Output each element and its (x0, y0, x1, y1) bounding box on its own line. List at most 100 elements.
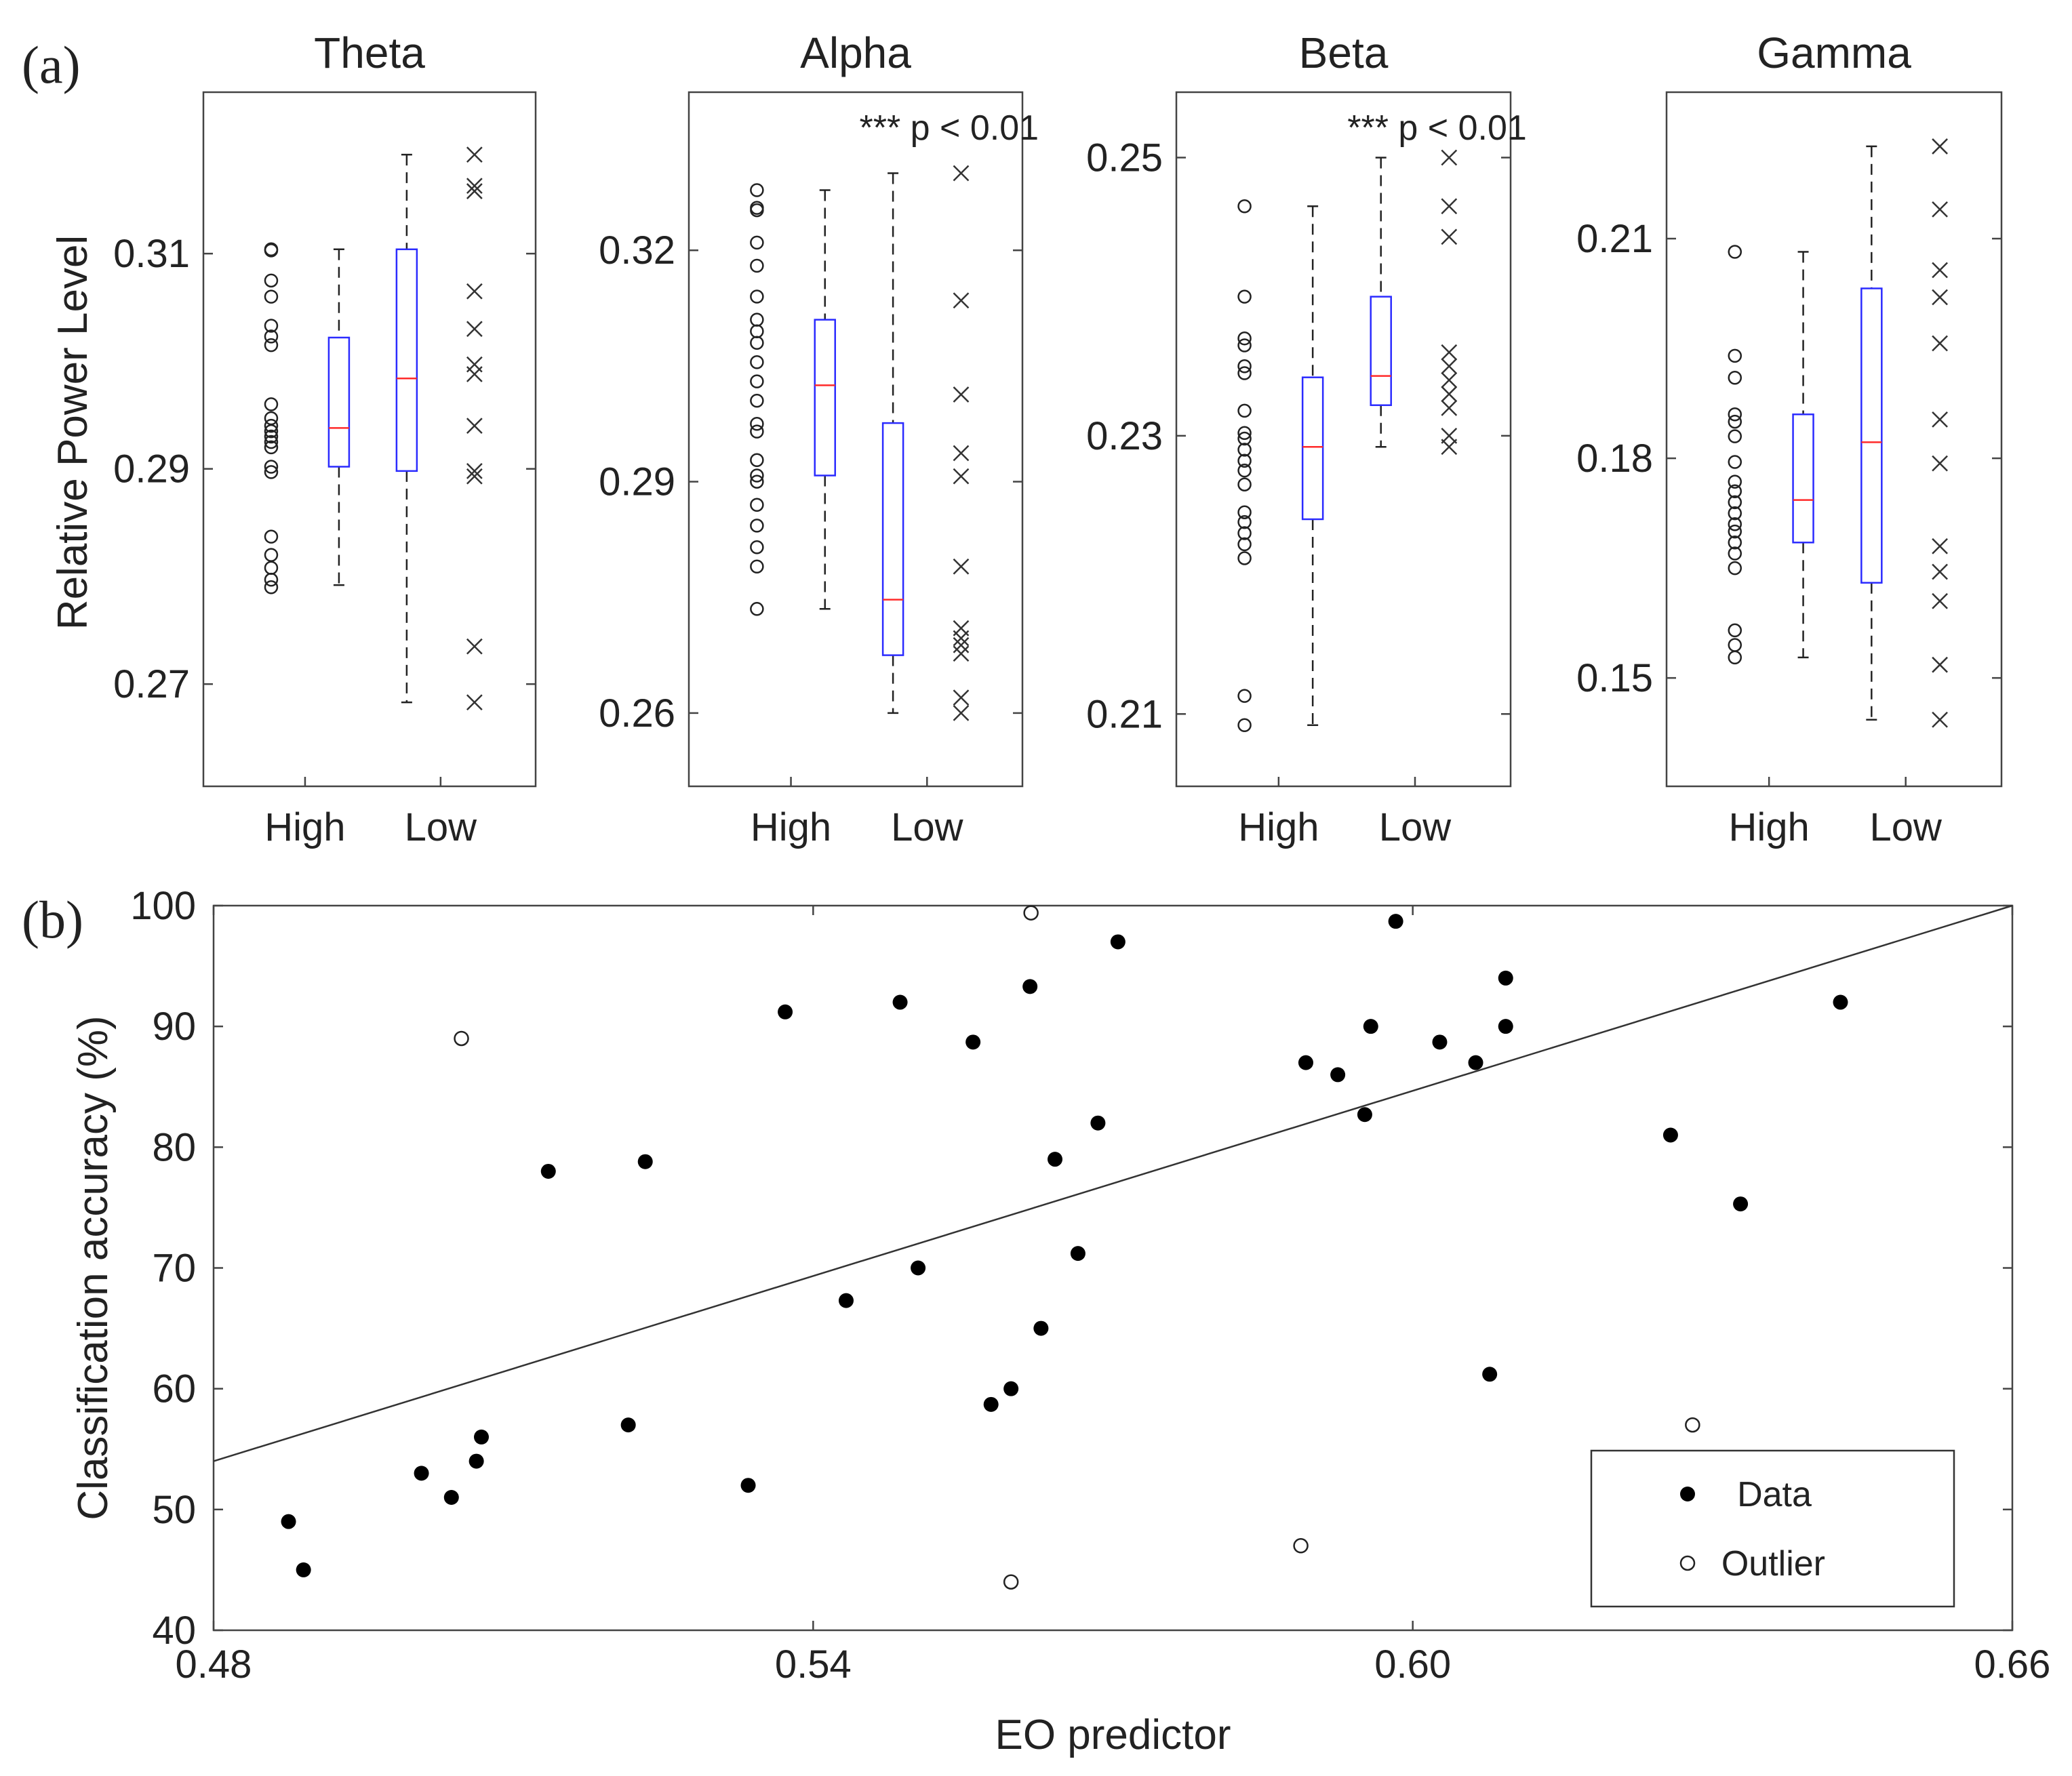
theta-high-data-point (264, 529, 279, 544)
data-point (1330, 1067, 1346, 1083)
beta-low-data-point (1441, 149, 1458, 166)
gamma-high-data-point (1728, 429, 1742, 443)
alpha-high-data-point (750, 498, 764, 512)
gamma-high-data-point (1728, 561, 1742, 576)
alpha-high-data-point (750, 374, 764, 388)
beta-high-data-point (1237, 331, 1252, 346)
beta-high-data-point (1237, 537, 1252, 552)
gamma-high-data-point (1728, 623, 1742, 638)
beta-high-data-point (1237, 289, 1252, 304)
alpha-high-data-point (750, 416, 764, 431)
gamma-low-data-point (1932, 656, 1948, 673)
scatter-y-tick-label: 90 (152, 1005, 196, 1049)
beta-high-data-point (1237, 426, 1252, 441)
theta-high-data-point (264, 329, 279, 344)
data-point (1733, 1196, 1749, 1212)
gamma-y-tick-label: 0.15 (1576, 656, 1653, 700)
alpha-high-data-point (750, 355, 764, 369)
data-point (965, 1034, 981, 1050)
gamma-high-data-point (1728, 407, 1742, 422)
theta-y-tick-label: 0.31 (113, 232, 190, 276)
data-point (540, 1163, 556, 1179)
theta-boxplot: Theta Relative Power Level 0.27 0.29 0.31 Hig… (49, 28, 537, 849)
beta-low-box (1370, 296, 1392, 406)
data-point (1022, 979, 1038, 994)
gamma-high-data-point (1728, 414, 1742, 429)
panel-label-b: (b) (22, 890, 83, 949)
alpha-low-data-point (953, 292, 970, 309)
beta-high-box (1301, 376, 1324, 521)
gamma-high-data-point (1728, 371, 1742, 385)
data-point (1298, 1055, 1313, 1070)
data-point (1033, 1320, 1049, 1336)
beta-high-data-point (1237, 359, 1252, 374)
alpha-high-data-point (750, 424, 764, 439)
alpha-y-tick-label: 0.32 (599, 228, 675, 273)
alpha-title: Alpha (800, 28, 911, 77)
gamma-low-data-point (1932, 455, 1948, 472)
alpha-low-data-point (953, 689, 970, 706)
gamma-high-data-point (1728, 506, 1742, 521)
outlier-point (1293, 1538, 1309, 1554)
data-point (892, 994, 908, 1010)
beta-low-data-point (1441, 386, 1458, 403)
alpha-high-box (814, 319, 836, 477)
gamma-x-tick-label-low: Low (1870, 805, 1943, 849)
theta-y-tick-label: 0.29 (113, 447, 190, 491)
data-point (838, 1293, 854, 1308)
theta-low-data-point (466, 638, 483, 655)
theta-high-data-point (264, 418, 279, 433)
data-point (296, 1562, 311, 1577)
theta-high-data-point (264, 572, 279, 587)
alpha-axes-frame (688, 91, 1024, 788)
alpha-high-data-point (750, 183, 764, 197)
scatter-y-tick-label: 50 (152, 1488, 196, 1532)
beta-title: Beta (1299, 28, 1389, 77)
data-point (620, 1417, 636, 1433)
legend-box (1590, 1449, 1955, 1608)
alpha-low-data-point (953, 645, 970, 662)
beta-high-data-point (1237, 443, 1252, 457)
theta-high-data-point (264, 548, 279, 562)
alpha-high-data-point (750, 453, 764, 467)
beta-high-data-point (1237, 718, 1252, 732)
theta-axes-frame (202, 91, 537, 788)
beta-high-data-point (1237, 338, 1252, 352)
data-point (443, 1490, 459, 1506)
beta-high-data-point (1237, 366, 1252, 380)
theta-high-data-point (264, 319, 279, 333)
beta-significance-annotation: *** p < 0.01 (1347, 108, 1527, 148)
alpha-low-data-point (953, 468, 970, 485)
gamma-low-data-point (1932, 138, 1948, 155)
outlier-point (1003, 1574, 1019, 1590)
alpha-y-tick-label: 0.29 (599, 460, 675, 504)
gamma-high-data-point (1728, 536, 1742, 550)
gamma-high-data-point (1728, 524, 1742, 539)
data-point (911, 1260, 926, 1276)
regression-line (213, 904, 2013, 1462)
alpha-boxplot: Alpha *** p < 0.01 0.26 0.29 0.32 High Low (599, 28, 1039, 849)
theta-low-data-point (466, 694, 483, 711)
beta-high-data-point (1237, 453, 1252, 468)
alpha-high-data-point (750, 540, 764, 554)
theta-high-data-point (264, 273, 279, 288)
beta-low-data-point (1441, 344, 1458, 361)
gamma-high-data-point (1728, 638, 1742, 652)
scatter-y-tick-label: 60 (152, 1367, 196, 1411)
alpha-low-data-point (953, 558, 970, 575)
outlier-point (1023, 905, 1039, 921)
theta-low-data-point (466, 183, 483, 199)
theta-x-tick-label-high: High (264, 805, 345, 849)
gamma-low-data-point (1932, 201, 1948, 218)
data-point (1357, 1107, 1372, 1123)
gamma-low-data-point (1932, 592, 1948, 609)
theta-high-data-point (264, 465, 279, 479)
alpha-low-data-point (953, 705, 970, 721)
data-point (778, 1004, 793, 1020)
beta-high-data-point (1237, 526, 1252, 540)
theta-high-data-point (264, 580, 279, 594)
theta-title: Theta (314, 28, 425, 77)
theta-high-data-point (264, 429, 279, 444)
theta-low-data-point (466, 321, 483, 338)
gamma-low-data-point (1932, 262, 1948, 279)
